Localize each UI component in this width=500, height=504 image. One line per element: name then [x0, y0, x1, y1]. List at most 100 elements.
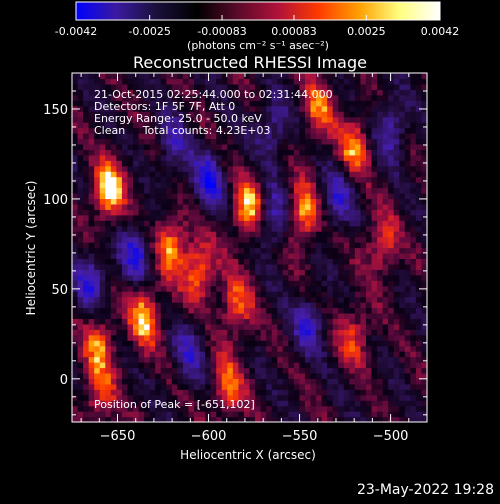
- heatmap-pixel: [360, 187, 367, 194]
- heatmap-pixel: [338, 345, 345, 352]
- heatmap-pixel: [282, 405, 289, 412]
- heatmap-pixel: [88, 231, 95, 238]
- heatmap-pixel: [127, 236, 134, 243]
- heatmap-pixel: [404, 302, 411, 309]
- heatmap-pixel: [338, 171, 345, 178]
- heatmap-pixel: [99, 291, 106, 298]
- heatmap-pixel: [138, 122, 145, 129]
- heatmap-pixel: [393, 192, 400, 200]
- heatmap-pixel: [371, 132, 378, 140]
- heatmap-pixel: [415, 143, 423, 150]
- heatmap-pixel: [255, 383, 262, 390]
- heatmap-pixel: [310, 225, 317, 232]
- heatmap-pixel: [316, 372, 323, 379]
- heatmap-pixel: [188, 203, 195, 210]
- heatmap-pixel: [327, 242, 334, 249]
- heatmap-pixel: [149, 345, 156, 352]
- heatmap-pixel: [116, 138, 123, 145]
- heatmap-pixel: [371, 236, 378, 243]
- heatmap-pixel: [105, 372, 112, 379]
- heatmap-pixel: [210, 94, 217, 101]
- heatmap-pixel: [83, 143, 90, 150]
- heatmap-pixel: [310, 383, 317, 390]
- heatmap-pixel: [255, 220, 262, 227]
- heatmap-pixel: [188, 187, 195, 194]
- heatmap-pixel: [110, 351, 117, 358]
- heatmap-pixel: [399, 247, 406, 254]
- heatmap-pixel: [266, 274, 273, 281]
- heatmap-pixel: [210, 411, 217, 418]
- heatmap-pixel: [321, 394, 328, 401]
- heatmap-pixel: [83, 378, 90, 385]
- heatmap-pixel: [288, 296, 295, 303]
- heatmap-pixel: [166, 378, 173, 385]
- heatmap-pixel: [199, 220, 206, 227]
- heatmap-pixel: [293, 78, 301, 85]
- heatmap-pixel: [83, 242, 90, 249]
- heatmap-pixel: [121, 285, 129, 292]
- heatmap-pixel: [160, 269, 167, 276]
- heatmap-pixel: [188, 160, 195, 167]
- heatmap-pixel: [138, 307, 145, 314]
- y-tick-label: 50: [51, 283, 68, 298]
- heatmap-pixel: [127, 220, 134, 227]
- heatmap-pixel: [199, 372, 206, 379]
- heatmap-pixel: [393, 280, 400, 287]
- heatmap-pixel: [144, 83, 151, 90]
- heatmap-pixel: [421, 220, 428, 227]
- heatmap-pixel: [288, 138, 295, 145]
- heatmap-pixel: [144, 334, 151, 341]
- heatmap-pixel: [255, 192, 262, 200]
- heatmap-pixel: [282, 214, 289, 221]
- heatmap-pixel: [232, 160, 240, 167]
- heatmap-pixel: [99, 296, 106, 303]
- heatmap-pixel: [388, 389, 395, 396]
- heatmap-pixel: [205, 252, 212, 260]
- heatmap-pixel: [271, 198, 278, 205]
- heatmap-pixel: [105, 209, 112, 216]
- heatmap-pixel: [327, 100, 334, 107]
- heatmap-pixel: [266, 132, 273, 140]
- heatmap-pixel: [188, 94, 195, 101]
- heatmap-pixel: [371, 334, 378, 341]
- heatmap-pixel: [371, 214, 378, 221]
- heatmap-pixel: [293, 323, 301, 330]
- heatmap-pixel: [205, 192, 212, 200]
- heatmap-pixel: [232, 132, 240, 140]
- heatmap-pixel: [415, 149, 423, 156]
- heatmap-pixel: [393, 111, 400, 118]
- heatmap-pixel: [221, 340, 228, 347]
- heatmap-pixel: [266, 225, 273, 232]
- heatmap-pixel: [316, 400, 323, 407]
- heatmap-pixel: [249, 182, 256, 189]
- heatmap-pixel: [360, 203, 367, 210]
- heatmap-pixel: [72, 122, 79, 129]
- heatmap-pixel: [199, 269, 206, 276]
- heatmap-pixel: [377, 400, 384, 407]
- heatmap-pixel: [205, 160, 212, 167]
- heatmap-pixel: [243, 372, 251, 379]
- heatmap-pixel: [182, 389, 190, 396]
- heatmap-pixel: [99, 405, 106, 412]
- heatmap-pixel: [293, 394, 301, 401]
- heatmap-pixel: [304, 340, 312, 347]
- heatmap-pixel: [105, 78, 112, 85]
- heatmap-pixel: [382, 247, 389, 254]
- heatmap-pixel: [277, 252, 284, 260]
- heatmap-pixel: [321, 307, 328, 314]
- heatmap-pixel: [399, 269, 406, 276]
- heatmap-pixel: [216, 209, 223, 216]
- heatmap-pixel: [277, 312, 284, 319]
- heatmap-pixel: [171, 127, 178, 134]
- heatmap-pixel: [282, 203, 289, 210]
- heatmap-pixel: [349, 214, 356, 221]
- heatmap-pixel: [149, 411, 156, 418]
- heatmap-pixel: [88, 100, 95, 107]
- heatmap-pixel: [338, 116, 345, 123]
- heatmap-pixel: [271, 312, 278, 319]
- heatmap-pixel: [238, 225, 245, 232]
- heatmap-pixel: [94, 258, 101, 265]
- heatmap-pixel: [377, 356, 384, 363]
- heatmap-pixel: [382, 209, 389, 216]
- heatmap-pixel: [360, 94, 367, 101]
